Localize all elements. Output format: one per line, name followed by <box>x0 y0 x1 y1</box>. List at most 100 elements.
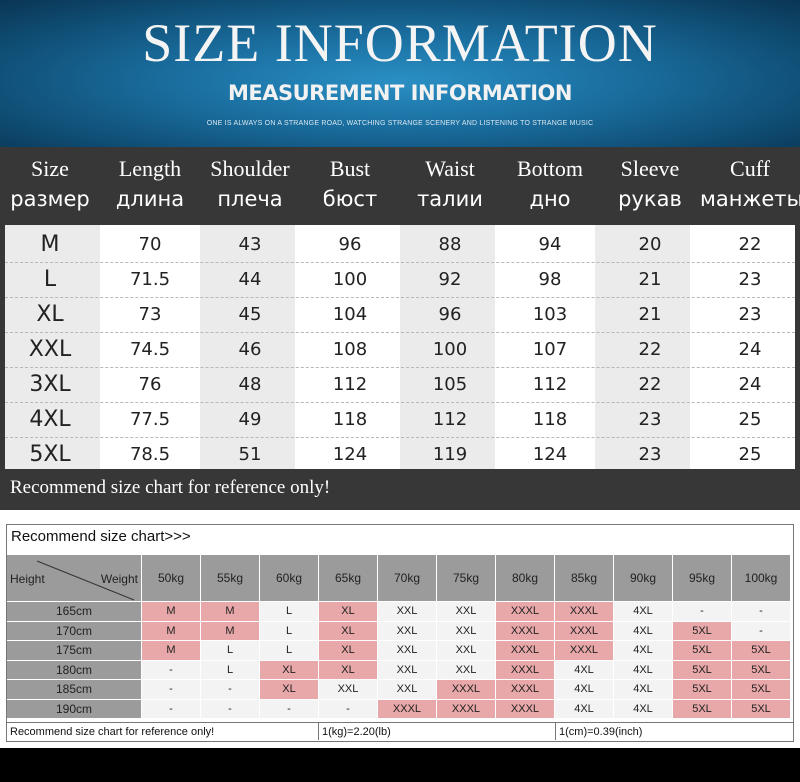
size-recommendation-cell: XXXL <box>496 660 555 680</box>
size-recommendation-cell: XL <box>260 680 319 700</box>
size-recommendation-cell: XXL <box>378 602 437 622</box>
table-cell: 71.5 <box>129 269 171 290</box>
weight-header: 85kg <box>555 555 614 602</box>
column-header-ru: талии <box>417 187 483 211</box>
column-header: Size размер <box>0 147 100 225</box>
row-separator <box>5 262 795 263</box>
column-header-ru: плеча <box>217 187 283 211</box>
size-recommendation-cell: - <box>201 699 260 719</box>
weight-header: 95kg <box>673 555 732 602</box>
size-recommendation-cell: XXL <box>378 621 437 641</box>
column-header-en: Waist <box>425 156 475 181</box>
size-recommendation-cell: XXXL <box>555 621 614 641</box>
size-recommendation-cell: 5XL <box>732 680 791 700</box>
column-header: Shoulder плеча <box>200 147 300 225</box>
size-recommendation-cell: XXL <box>437 602 496 622</box>
table-cell: 21 <box>638 304 662 325</box>
size-recommendation-cell: - <box>142 660 201 680</box>
height-header: 180cm <box>7 660 142 680</box>
table-cell: 43 <box>238 234 262 255</box>
weight-header: 50kg <box>142 555 201 602</box>
recommend-chart-title: Recommend size chart>>> <box>11 528 191 545</box>
table-cell: 88 <box>438 234 462 255</box>
table-cell: 51 <box>238 444 262 465</box>
table-cell: 105 <box>432 374 468 395</box>
column-header: Bottom дно <box>500 147 600 225</box>
height-header: 170cm <box>7 621 142 641</box>
size-recommendation-cell: XXL <box>437 641 496 661</box>
column-header-en: Size <box>31 156 69 181</box>
size-recommendation-cell: - <box>319 699 378 719</box>
size-recommendation-cell: 4XL <box>555 680 614 700</box>
size-recommendation-cell: XXXL <box>496 641 555 661</box>
size-recommendation-cell: 5XL <box>732 699 791 719</box>
size-recommendation-cell: 4XL <box>614 602 673 622</box>
size-recommendation-cell: XXL <box>437 660 496 680</box>
table-cell: 22 <box>738 234 762 255</box>
size-recommendation-cell: 5XL <box>673 641 732 661</box>
row-separator <box>5 367 795 368</box>
size-recommendation-cell: 5XL <box>732 641 791 661</box>
size-recommendation-cell: XXXL <box>437 699 496 719</box>
size-recommendation-cell: L <box>260 641 319 661</box>
table-cell: 73 <box>138 304 162 325</box>
size-recommendation-cell: XXXL <box>496 699 555 719</box>
weight-header: 55kg <box>201 555 260 602</box>
table-cell: 24 <box>738 374 762 395</box>
header-corner: Height Weight <box>7 555 142 602</box>
size-recommendation-cell: - <box>142 680 201 700</box>
column-header-ru: размер <box>10 187 90 211</box>
column-band <box>200 225 295 469</box>
table-cell: 119 <box>432 444 468 465</box>
banner-title: SIZE INFORMATION <box>142 13 658 73</box>
size-recommendation-cell: 5XL <box>732 660 791 680</box>
table-cell: 74.5 <box>129 339 171 360</box>
size-recommendation-cell: XL <box>319 641 378 661</box>
size-recommendation-cell: - <box>732 621 791 641</box>
column-header: Bust бюст <box>300 147 400 225</box>
column-header-ru: бюст <box>322 187 378 211</box>
table-cell: 22 <box>638 374 662 395</box>
size-table: M 70 43 96 88 94 20 22 L 71.5 44 100 92 98 21 23 XL 73 45 1… <box>0 147 800 510</box>
size-recommendation-cell: XXL <box>378 680 437 700</box>
table-cell: 112 <box>332 374 368 395</box>
size-recommendation-cell: XXL <box>319 680 378 700</box>
table-cell: 78.5 <box>129 444 171 465</box>
table-cell: 25 <box>738 444 762 465</box>
size-recommendation-cell: - <box>673 602 732 622</box>
size-label: XL <box>36 302 64 327</box>
table-cell: 118 <box>532 409 568 430</box>
row-separator <box>5 332 795 333</box>
column-header-en: Length <box>118 156 182 181</box>
table-cell: 107 <box>532 339 568 360</box>
table-cell: 23 <box>638 409 662 430</box>
size-label: 4XL <box>29 407 71 432</box>
column-header-en: Shoulder <box>210 156 290 181</box>
chart-footer-kg-conversion: 1(kg)=2.20(lb) <box>319 722 556 740</box>
size-recommendation-cell: 4XL <box>555 699 614 719</box>
size-label: XXL <box>28 337 72 362</box>
table-cell: 70 <box>138 234 162 255</box>
height-header: 165cm <box>7 602 142 622</box>
size-recommendation-cell: 5XL <box>673 621 732 641</box>
table-cell: 112 <box>432 409 468 430</box>
row-separator <box>5 297 795 298</box>
column-header-en: Bottom <box>516 156 583 181</box>
column-band <box>400 225 495 469</box>
table-cell: 124 <box>532 444 568 465</box>
size-recommendation-cell: 4XL <box>614 699 673 719</box>
size-recommendation-cell: XL <box>260 660 319 680</box>
table-cell: 20 <box>638 234 662 255</box>
size-recommendation-cell: L <box>260 602 319 622</box>
table-cell: 25 <box>738 409 762 430</box>
size-recommendation-cell: 5XL <box>673 699 732 719</box>
size-label: L <box>43 267 57 292</box>
corner-height-label: Height <box>10 572 45 586</box>
table-cell: 124 <box>332 444 368 465</box>
size-recommendation-cell: 5XL <box>673 680 732 700</box>
table-cell: 44 <box>238 269 262 290</box>
height-header: 175cm <box>7 641 142 661</box>
table-cell: 96 <box>338 234 362 255</box>
size-recommendation-cell: L <box>201 641 260 661</box>
size-recommendation-cell: 4XL <box>614 641 673 661</box>
